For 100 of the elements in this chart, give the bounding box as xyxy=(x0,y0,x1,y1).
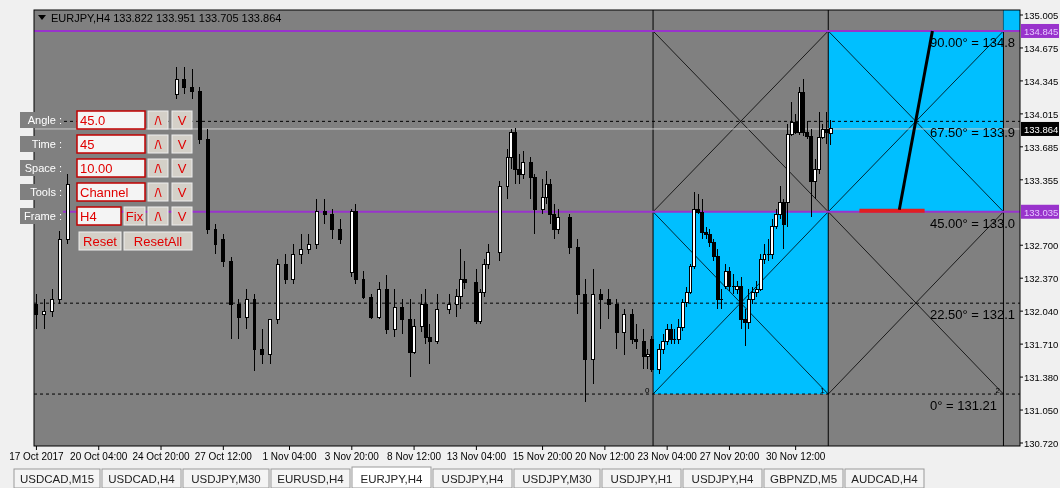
annotation: /\ xyxy=(154,137,162,152)
annotation: 0 xyxy=(645,386,651,396)
annotation: H4 xyxy=(80,209,97,224)
ref-line-label: 133.035 xyxy=(1024,206,1059,218)
annotation: /\ xyxy=(154,161,162,176)
candlestick xyxy=(322,198,327,225)
y-tick-label: 135.005 xyxy=(1024,9,1059,21)
candlestick xyxy=(567,213,572,255)
chart-title: EURJPY,H4 133.822 133.951 133.705 133.864 xyxy=(51,12,282,24)
candlestick xyxy=(801,78,806,137)
candlestick xyxy=(497,180,502,262)
annotation: 0° = 131.21 xyxy=(930,398,998,414)
candlestick xyxy=(260,328,265,365)
input-field: Channel xyxy=(76,182,146,202)
candlestick xyxy=(353,203,358,285)
button: V xyxy=(171,134,193,154)
input-field: 10.00 xyxy=(76,158,146,178)
candlestick xyxy=(622,308,627,356)
button: Reset xyxy=(78,231,122,251)
x-tick-label: 13 Nov 04:00 xyxy=(446,451,507,462)
candlestick xyxy=(727,266,732,292)
candlestick xyxy=(700,198,705,240)
candlestick xyxy=(307,233,311,255)
candlestick xyxy=(669,323,674,345)
tab: EURUSD,H4 xyxy=(270,468,351,488)
x-tick-label: 30 Nov 12:00 xyxy=(765,451,826,462)
button: /\ xyxy=(147,110,169,130)
candlestick xyxy=(361,270,366,300)
x-tick-label: 23 Nov 04:00 xyxy=(637,451,698,462)
candlestick xyxy=(174,66,179,100)
candlestick xyxy=(330,208,335,240)
y-tick-label: 132.700 xyxy=(1024,240,1059,252)
candlestick xyxy=(65,173,70,245)
tab: USDJPY,M30 xyxy=(513,468,601,488)
button: ResetAll xyxy=(123,231,193,251)
annotation: 1 xyxy=(820,386,826,396)
candlestick xyxy=(369,293,374,320)
candlestick xyxy=(299,233,304,265)
input-field: H4 xyxy=(76,206,122,226)
tab: GBPNZD,M5 xyxy=(763,468,844,488)
annotation: /\ xyxy=(154,209,162,224)
candlestick xyxy=(591,268,596,385)
x-tick-label: 27 Nov 20:00 xyxy=(699,451,760,462)
candlestick xyxy=(182,66,187,95)
annotation: ResetAll xyxy=(133,234,183,249)
button: Fix xyxy=(123,206,146,226)
annotation: /\ xyxy=(154,185,162,200)
annotation: 10.00 xyxy=(80,161,113,176)
button: /\ xyxy=(147,134,169,154)
annotation: Angle : xyxy=(27,114,62,126)
x-tick-label: 27 Oct 12:00 xyxy=(194,451,253,462)
annotation: V xyxy=(177,137,187,152)
y-tick-label: 134.345 xyxy=(1024,75,1059,87)
y-tick-label: 133.355 xyxy=(1024,174,1059,186)
y-tick-label: 134.675 xyxy=(1024,42,1059,54)
annotation: 45.0 xyxy=(80,113,106,128)
y-tick-label: 133.685 xyxy=(1024,141,1059,153)
candlestick xyxy=(268,318,272,365)
x-tick-label: 24 Oct 20:00 xyxy=(132,451,191,462)
candlestick xyxy=(283,253,288,285)
candlestick xyxy=(641,328,646,370)
x-tick-label: 17 Oct 2017 xyxy=(9,451,65,462)
candlestick xyxy=(513,127,518,185)
candlestick xyxy=(556,208,561,235)
button: /\ xyxy=(147,206,169,226)
y-tick-label: 131.710 xyxy=(1024,339,1059,351)
y-tick-label: 134.015 xyxy=(1024,108,1059,120)
candlestick xyxy=(190,68,195,100)
input-field: 45.0 xyxy=(76,110,146,130)
annotation: Channel xyxy=(80,185,129,200)
tab: AUDCAD,H4 xyxy=(844,468,925,488)
x-tick-label: 3 Nov 20:00 xyxy=(324,451,380,462)
tab: USDJPY,H1 xyxy=(601,468,682,488)
annotation: V xyxy=(177,113,187,128)
tab: USDCAD,M15 xyxy=(13,468,101,488)
x-tick-label: 8 Nov 12:00 xyxy=(387,451,442,462)
button: /\ xyxy=(147,182,169,202)
ref-line-label: 133.864 xyxy=(1024,123,1059,135)
annotation: V xyxy=(177,161,187,176)
tab: USDJPY,M30 xyxy=(182,468,270,488)
y-tick-label: 132.040 xyxy=(1024,306,1059,318)
x-tick-label: 20 Nov 12:00 xyxy=(575,451,636,462)
x-tick-label: 1 Nov 04:00 xyxy=(262,451,317,462)
annotation: /\ xyxy=(154,113,162,128)
button: V xyxy=(171,182,193,202)
y-tick-label: 130.720 xyxy=(1024,438,1059,449)
candlestick xyxy=(213,223,218,255)
ref-line-label: 134.845 xyxy=(1024,25,1059,37)
candlestick xyxy=(221,233,226,268)
y-tick-label: 131.050 xyxy=(1024,405,1059,417)
candlestick xyxy=(205,128,210,235)
candlestick xyxy=(521,150,526,180)
tab: USDCAD,H4 xyxy=(101,468,182,488)
annotation: 2 xyxy=(995,386,1001,396)
annotation: Space : xyxy=(24,162,62,174)
input-field: 45 xyxy=(76,134,146,154)
annotation: 45 xyxy=(80,137,95,152)
candlestick xyxy=(314,198,319,250)
tab: USDJPY,H4 xyxy=(682,468,763,488)
button: /\ xyxy=(147,158,169,178)
